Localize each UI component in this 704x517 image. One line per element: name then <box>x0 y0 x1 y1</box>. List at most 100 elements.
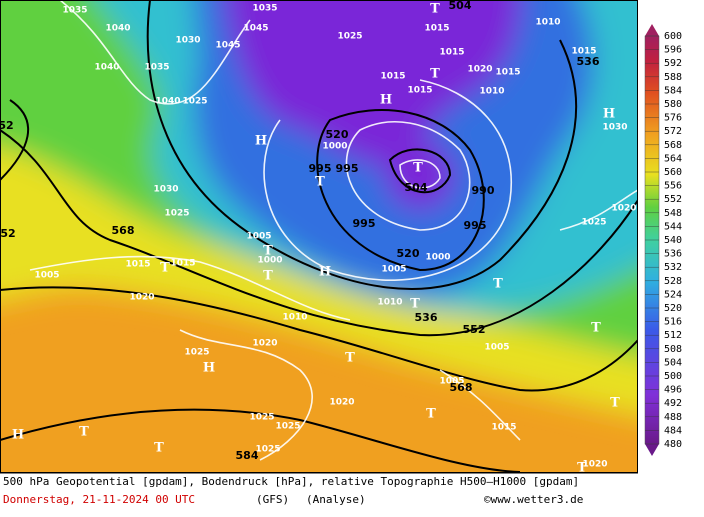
isobar-label: 1010 <box>479 87 504 97</box>
colorbar-tick-label: 592 <box>664 58 682 69</box>
isobar-label: 1005 <box>439 377 464 387</box>
colorbar-tick-label: 496 <box>664 385 682 396</box>
pressure-center: H <box>380 93 392 108</box>
isobar-label: 1035 <box>62 6 87 16</box>
isobar-label: 1020 <box>129 293 154 303</box>
isobar-label: 568 <box>450 381 473 394</box>
isobar-label: 1025 <box>182 97 207 107</box>
colorbar-arrow <box>645 24 659 36</box>
isobar-label: 1040 <box>94 63 119 73</box>
isobar-label: 1015 <box>380 72 405 82</box>
isobar-label: 1010 <box>282 313 307 323</box>
isobar-label: 536 <box>577 55 600 68</box>
isobar-label: 995 <box>336 162 359 175</box>
colorbar-tick-label: 572 <box>664 126 682 137</box>
isobar-label: 1025 <box>164 209 189 219</box>
pressure-center: T <box>263 244 273 259</box>
pressure-center: T <box>79 425 89 440</box>
colorbar-tick-label: 600 <box>664 31 682 42</box>
isobar-label: 1015 <box>571 47 596 57</box>
isobar-label: 1000 <box>425 253 450 263</box>
isobar-label: 1025 <box>581 218 606 228</box>
isobar-label: 1000 <box>257 256 282 266</box>
pressure-center: T <box>426 407 436 422</box>
colorbar-tick-label: 480 <box>664 439 682 450</box>
isobar-label: 520 <box>326 128 349 141</box>
isobar-label: 1045 <box>215 41 240 51</box>
isobar-label: 1035 <box>144 63 169 73</box>
pressure-center: T <box>493 277 503 292</box>
colorbar-tick-label: 536 <box>664 249 682 260</box>
colorbar-tick-label: 528 <box>664 276 682 287</box>
footer-date: Donnerstag, 21-11-2024 00 UTC <box>3 493 195 506</box>
isobar-label: 995 <box>464 219 487 232</box>
colorbar-tick-label: 520 <box>664 303 682 314</box>
pressure-center: H <box>12 428 24 443</box>
isobar-label: 1010 <box>377 298 402 308</box>
isobar-label: 1025 <box>337 32 362 42</box>
colorbar-tick-label: 548 <box>664 208 682 219</box>
isobar-label: 1025 <box>249 413 274 423</box>
isobar-label: 520 <box>397 247 420 260</box>
isobar-label: 1020 <box>252 339 277 349</box>
colorbar-tick-label: 580 <box>664 99 682 110</box>
colorbar-tick-label: 524 <box>664 289 682 300</box>
footer-source: ©www.wetter3.de <box>484 493 583 506</box>
isobar-label: 1015 <box>407 86 432 96</box>
pressure-center: T <box>430 2 440 17</box>
isobar-label: 1045 <box>243 24 268 34</box>
colorbar-tick-label: 588 <box>664 72 682 83</box>
isobar-label: 584 <box>236 449 259 462</box>
isobar-label: 1005 <box>34 271 59 281</box>
pressure-center: T <box>315 175 325 190</box>
isobar-label: 1015 <box>424 24 449 34</box>
colorbar-tick-label: 484 <box>664 425 682 436</box>
colorbar-tick-label: 512 <box>664 330 682 341</box>
footer-description: 500 hPa Geopotential [gpdam], Bodendruck… <box>3 475 579 488</box>
isobar-label: 1015 <box>125 260 150 270</box>
isobar-label: 1005 <box>246 232 271 242</box>
colorbar-tick-label: 584 <box>664 85 682 96</box>
isobar-label: 1015 <box>170 259 195 269</box>
isobar-label: 1020 <box>611 204 636 214</box>
pressure-center: T <box>413 161 423 176</box>
colorbar-arrow <box>645 444 659 456</box>
isobar-label: 504 <box>405 181 428 194</box>
colorbar-tick-label: 560 <box>664 167 682 178</box>
colorbar-tick-label: 596 <box>664 45 682 56</box>
isobar-label: 1020 <box>582 460 607 470</box>
isobar-label: 1005 <box>381 265 406 275</box>
pressure-center: T <box>410 297 420 312</box>
colorbar: 480 484 488 492 496 500 504 508 512 516 520 524 528 5… <box>644 24 682 456</box>
pressure-center: T <box>577 461 587 476</box>
pressure-center: H <box>203 361 215 376</box>
isobar-label: 52 <box>0 119 14 132</box>
colorbar-tick-label: 532 <box>664 262 682 273</box>
colorbar-tick-label: 516 <box>664 317 682 328</box>
isobar-label: 1040 <box>155 97 180 107</box>
colorbar-tick-label: 492 <box>664 398 682 409</box>
isobar-label: 536 <box>415 311 438 324</box>
isobar-label: 995 <box>353 217 376 230</box>
isobar-label: 1020 <box>467 65 492 75</box>
isobar-label: 1025 <box>255 445 280 455</box>
isobar-label: 995 <box>309 162 332 175</box>
isobar-label: 1035 <box>252 4 277 14</box>
pressure-center: T <box>610 396 620 411</box>
isobar-label: 1025 <box>184 348 209 358</box>
colorbar-tick-label: 508 <box>664 344 682 355</box>
footer-run: (Analyse) <box>306 493 366 506</box>
pressure-center: H <box>255 134 267 149</box>
colorbar-tick-label: 568 <box>664 140 682 151</box>
colorbar-tick-label: 500 <box>664 371 682 382</box>
isobar-label: 52 <box>0 227 15 240</box>
footer-model: (GFS) <box>256 493 289 506</box>
isobar-label: 1010 <box>535 18 560 28</box>
pressure-center: T <box>430 67 440 82</box>
isobar-label: 1025 <box>275 422 300 432</box>
pressure-center: T <box>345 351 355 366</box>
isobar-label: 568 <box>112 224 135 237</box>
isobar-label: 990 <box>472 184 495 197</box>
